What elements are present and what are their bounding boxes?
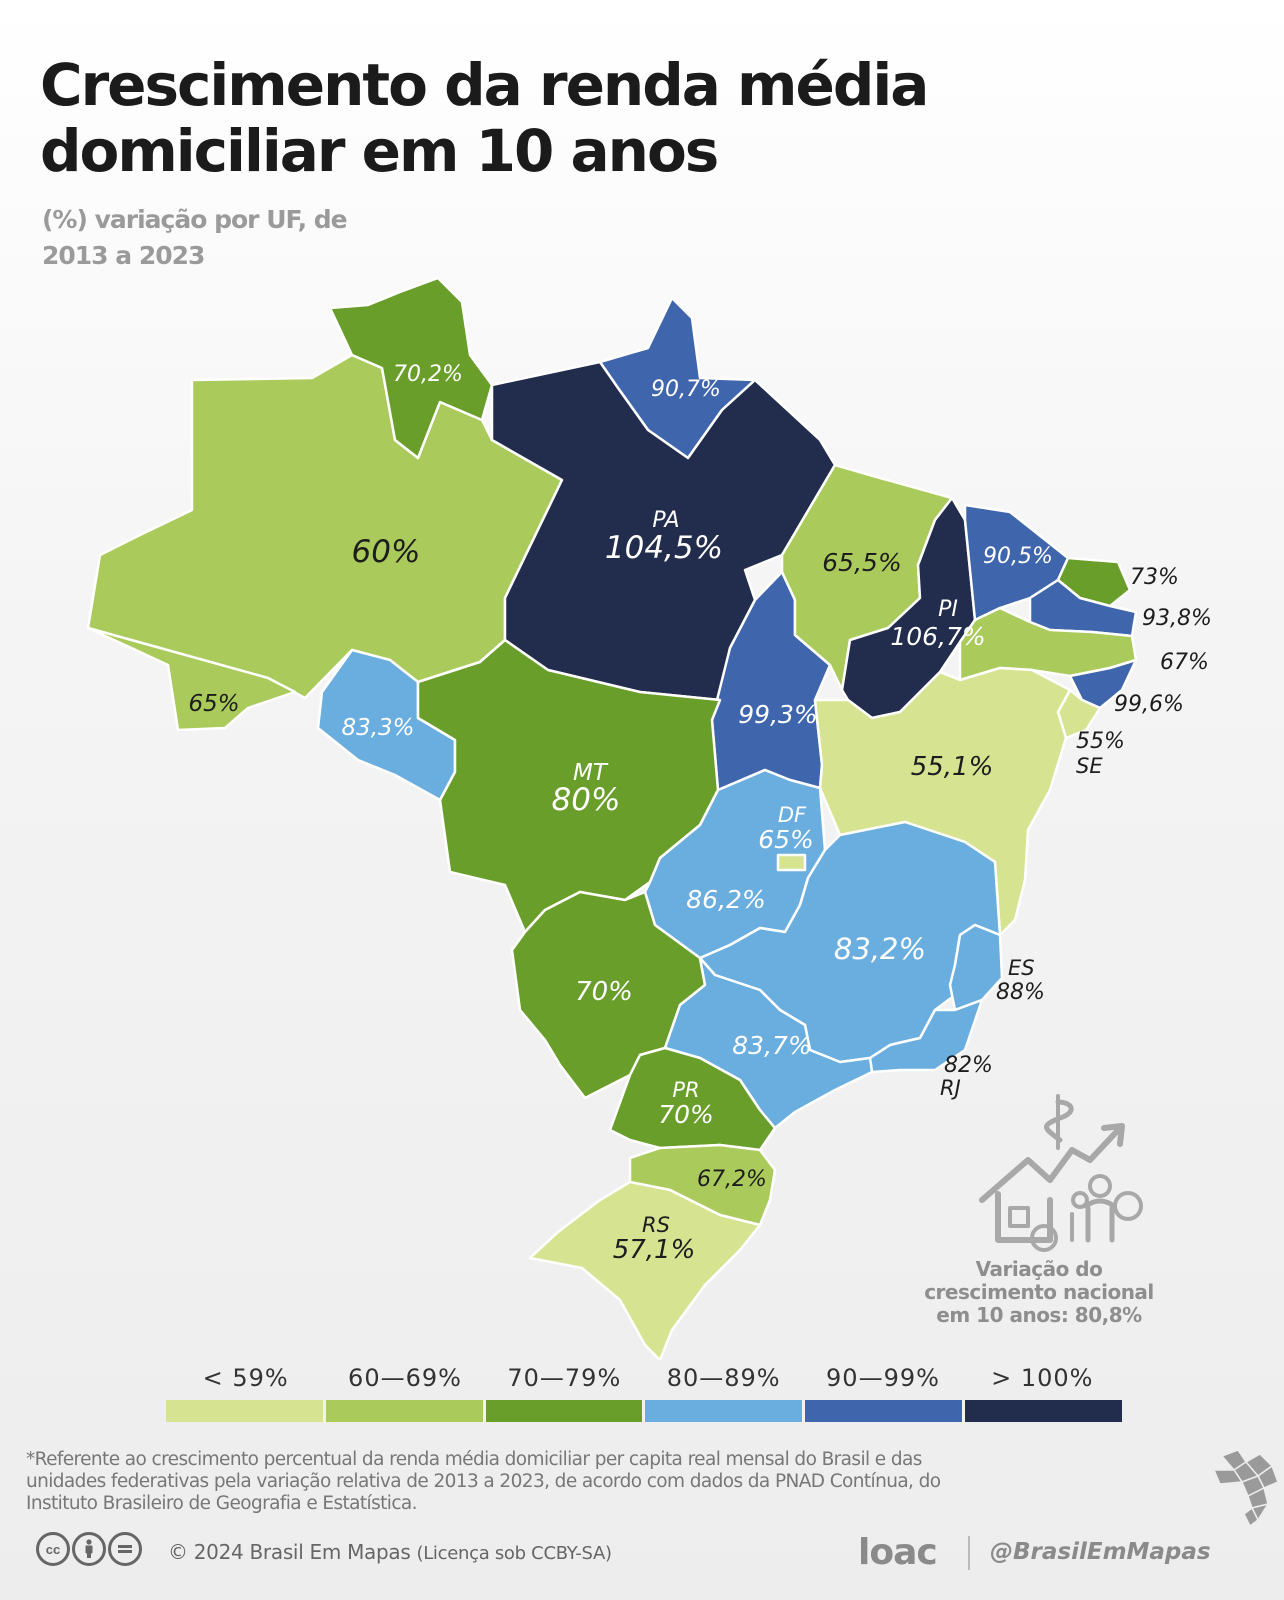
label-df-value: 65% <box>758 825 814 854</box>
label-rn-value: 73% <box>1130 565 1179 590</box>
label-ce-value: 90,5% <box>983 544 1053 569</box>
by-icon <box>72 1532 106 1566</box>
page-subtitle: (%) variação por UF, de 2013 a 2023 <box>42 205 348 270</box>
label-rj-name: RJ <box>940 1076 961 1100</box>
state-df <box>776 853 807 872</box>
legend-swatch-lt59 <box>166 1400 326 1422</box>
legend-swatch-80-89 <box>645 1400 806 1422</box>
label-ba-value: 55,1% <box>911 752 994 782</box>
label-es-value: 88% <box>996 980 1045 1005</box>
label-ac-value: 65% <box>188 691 239 717</box>
label-al-value: 99,6% <box>1114 692 1184 717</box>
label-pi-name: PI <box>938 597 958 622</box>
label-pa-value: 104,5% <box>605 530 723 566</box>
label-pi-value: 106,7% <box>890 622 985 651</box>
copyright-text: © 2024 Brasil Em Mapas <box>168 1540 411 1564</box>
footer: cc © 2024 Brasil Em Mapas (Licença sob CC… <box>36 1449 1279 1576</box>
footnote: *Referente ao crescimento percentual da … <box>26 1449 941 1514</box>
page-title: Crescimento da renda média domiciliar em… <box>40 51 929 185</box>
label-am-value: 60% <box>352 534 421 570</box>
label-se-name: SE <box>1076 754 1103 778</box>
legend-label-60-69: 60—69% <box>348 1364 462 1392</box>
label-pr-value: 70% <box>658 1100 714 1129</box>
state-mt <box>416 638 722 934</box>
footer-divider <box>968 1536 970 1570</box>
label-rr-value: 70,2% <box>393 362 463 387</box>
state-rs <box>528 1180 762 1360</box>
legend-label-gt100: > 100% <box>991 1364 1094 1392</box>
legend-label-lt59: < 59% <box>202 1364 289 1392</box>
state-rr <box>328 276 494 460</box>
nd-icon <box>108 1532 142 1566</box>
legend-label-70-79: 70—79% <box>507 1364 622 1392</box>
label-sc-value: 67,2% <box>697 1167 767 1192</box>
legend-swatch-90-99 <box>805 1400 966 1422</box>
cc-icon: cc <box>36 1532 70 1566</box>
legend-swatch-70-79 <box>485 1400 646 1422</box>
national-growth-note: Variação do crescimento nacional em 10 a… <box>924 1257 1154 1327</box>
label-rs-value: 57,1% <box>613 1235 696 1265</box>
label-pa-name: PA <box>652 508 679 533</box>
label-mg-value: 83,2% <box>834 932 926 966</box>
label-pb-value: 93,8% <box>1142 606 1212 631</box>
brazil-map: 70,2% 90,7% 60% PA 104,5% 65% 83,3% 99,3… <box>86 276 1212 1360</box>
label-to-value: 99,3% <box>738 700 817 729</box>
label-es-name: ES <box>1008 956 1035 980</box>
legend-label-80-89: 80—89% <box>666 1364 781 1392</box>
label-go-value: 86,2% <box>686 885 765 914</box>
social-handle[interactable]: @BrasilEmMapas <box>990 1539 1211 1565</box>
label-sp-value: 83,7% <box>732 1031 811 1060</box>
legend: < 59% 60—69% 70—79% 80—89% 90—99% > 100% <box>166 1364 1122 1422</box>
license-text: (Licença sob CCBY-SA) <box>416 1543 612 1564</box>
legend-label-90-99: 90—99% <box>826 1364 940 1392</box>
label-rs-name: RS <box>642 1213 670 1237</box>
label-ma-value: 65,5% <box>822 548 901 577</box>
license-icons: cc <box>36 1532 142 1566</box>
legend-swatch-gt100 <box>965 1400 1122 1422</box>
state-ac <box>86 626 297 732</box>
label-pr-name: PR <box>672 1078 699 1102</box>
legend-swatch-60-69 <box>325 1400 486 1422</box>
label-ms-value: 70% <box>575 977 633 1007</box>
label-rj-value: 82% <box>944 1053 993 1078</box>
state-rj <box>868 998 984 1074</box>
label-ro-value: 83,3% <box>341 715 414 741</box>
label-df-name: DF <box>778 803 807 827</box>
label-se-value: 55% <box>1076 729 1125 754</box>
state-pa <box>490 360 837 702</box>
loac-logo: loac <box>858 1532 938 1573</box>
label-mt-value: 80% <box>552 782 621 818</box>
label-ap-value: 90,7% <box>651 377 721 402</box>
copyright: © 2024 Brasil Em Mapas (Licença sob CCBY-… <box>168 1540 612 1564</box>
income-growth-icon <box>979 1094 1143 1252</box>
label-mt-name: MT <box>573 760 609 786</box>
label-pe-value: 67% <box>1160 650 1209 675</box>
brazil-logo-icon <box>1212 1449 1279 1528</box>
